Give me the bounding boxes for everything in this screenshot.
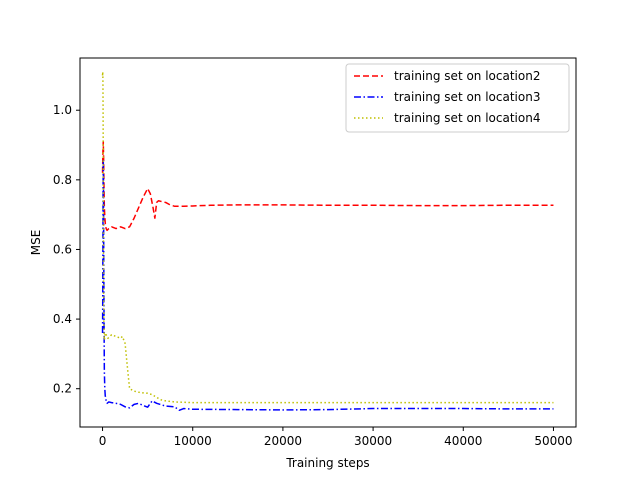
x-tick-label: 40000 [444, 434, 482, 448]
legend: training set on location2 training set on… [345, 63, 570, 133]
series-line-3 [101, 71, 554, 404]
series-line-1 [101, 140, 554, 232]
y-tick-label: 0.4 [53, 312, 72, 326]
x-axis: 0 10000 20000 30000 40000 50000 [99, 427, 573, 448]
x-axis-title: Training steps [285, 456, 369, 470]
plot-frame [79, 57, 577, 428]
legend-label-3: training set on location4 [394, 111, 540, 125]
y-tick-label: 1.0 [53, 103, 72, 117]
legend-box [345, 63, 570, 133]
x-tick-label: 30000 [354, 434, 392, 448]
legend-label-1: training set on location2 [394, 69, 540, 83]
y-axis: 0.2 0.4 0.6 0.8 1.0 [53, 103, 80, 396]
x-tick-label: 10000 [174, 434, 212, 448]
y-tick-label: 0.2 [53, 382, 72, 396]
y-tick-label: 0.8 [53, 173, 72, 187]
y-tick-label: 0.6 [53, 242, 72, 256]
series-layer [101, 71, 554, 412]
x-tick-label: 0 [99, 434, 107, 448]
y-axis-title: MSE [29, 230, 43, 256]
x-tick-label: 20000 [264, 434, 302, 448]
series-line-2 [101, 158, 554, 412]
legend-label-2: training set on location3 [394, 90, 540, 104]
x-tick-label: 50000 [534, 434, 572, 448]
